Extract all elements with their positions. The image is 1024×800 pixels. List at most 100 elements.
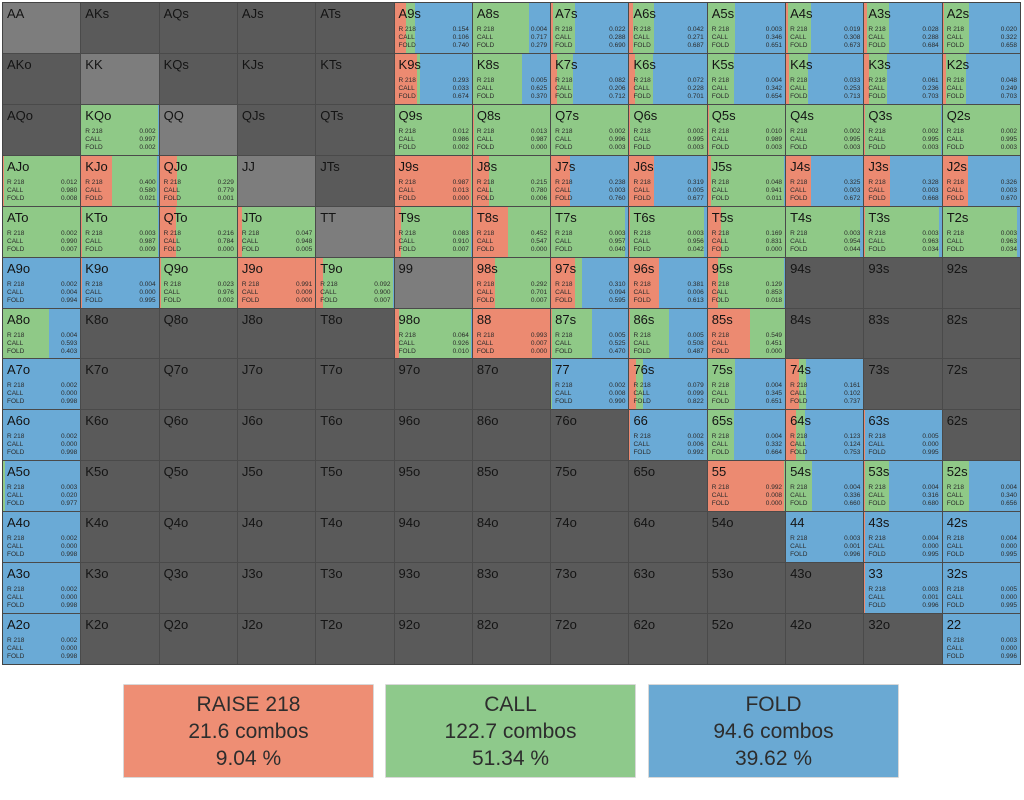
hand-cell-95s[interactable]: 95s R 218 0.129 CALL 0.853 FOLD 0.018: [707, 257, 786, 308]
hand-cell-T5o[interactable]: T5o: [316, 461, 394, 512]
hand-cell-T4s[interactable]: T4s R 218 0.003 CALL 0.954 FOLD 0.044: [786, 206, 864, 257]
hand-cell-K9s[interactable]: K9s R 218 0.293 CALL 0.033 FOLD 0.674: [394, 53, 472, 104]
hand-cell-73o[interactable]: 73o: [551, 563, 629, 614]
hand-cell-72o[interactable]: 72o: [551, 614, 629, 664]
hand-cell-84o[interactable]: 84o: [472, 512, 551, 563]
hand-cell-63o[interactable]: 63o: [629, 563, 707, 614]
hand-cell-J5s[interactable]: J5s R 218 0.048 CALL 0.941 FOLD 0.011: [707, 155, 786, 206]
hand-cell-53o[interactable]: 53o: [707, 563, 786, 614]
hand-cell-A6s[interactable]: A6s R 218 0.042 CALL 0.271 FOLD 0.687: [629, 3, 707, 53]
hand-cell-62s[interactable]: 62s: [942, 410, 1020, 461]
hand-cell-52s[interactable]: 52s R 218 0.004 CALL 0.340 FOLD 0.656: [942, 461, 1020, 512]
hand-cell-J5o[interactable]: J5o: [237, 461, 316, 512]
hand-cell-T6s[interactable]: T6s R 218 0.003 CALL 0.956 FOLD 0.042: [629, 206, 707, 257]
hand-cell-A6o[interactable]: A6o R 218 0.002 CALL 0.000 FOLD 0.998: [3, 410, 81, 461]
hand-cell-Q9o[interactable]: Q9o R 218 0.023 CALL 0.976 FOLD 0.002: [159, 257, 237, 308]
hand-cell-K6o[interactable]: K6o: [81, 410, 159, 461]
hand-cell-63s[interactable]: 63s R 218 0.005 CALL 0.000 FOLD 0.995: [864, 410, 942, 461]
hand-cell-66[interactable]: 66 R 218 0.002 CALL 0.006 FOLD 0.992: [629, 410, 707, 461]
hand-cell-42s[interactable]: 42s R 218 0.004 CALL 0.000 FOLD 0.995: [942, 512, 1020, 563]
hand-cell-97s[interactable]: 97s R 218 0.310 CALL 0.094 FOLD 0.595: [551, 257, 629, 308]
hand-cell-A8s[interactable]: A8s R 218 0.004 CALL 0.717 FOLD 0.279: [472, 3, 551, 53]
hand-cell-Q6s[interactable]: Q6s R 218 0.002 CALL 0.995 FOLD 0.003: [629, 104, 707, 155]
hand-cell-T4o[interactable]: T4o: [316, 512, 394, 563]
hand-cell-K3o[interactable]: K3o: [81, 563, 159, 614]
hand-cell-32s[interactable]: 32s R 218 0.005 CALL 0.000 FOLD 0.995: [942, 563, 1020, 614]
hand-cell-A3s[interactable]: A3s R 218 0.028 CALL 0.288 FOLD 0.684: [864, 3, 942, 53]
hand-cell-55[interactable]: 55 R 218 0.992 CALL 0.008 FOLD 0.000: [707, 461, 786, 512]
hand-cell-A5s[interactable]: A5s R 218 0.003 CALL 0.346 FOLD 0.651: [707, 3, 786, 53]
hand-cell-AQs[interactable]: AQs: [159, 3, 237, 53]
hand-cell-K7s[interactable]: K7s R 218 0.082 CALL 0.206 FOLD 0.712: [551, 53, 629, 104]
hand-cell-K8s[interactable]: K8s R 218 0.005 CALL 0.625 FOLD 0.370: [472, 53, 551, 104]
hand-cell-J7s[interactable]: J7s R 218 0.238 CALL 0.003 FOLD 0.760: [551, 155, 629, 206]
hand-cell-A2o[interactable]: A2o R 218 0.002 CALL 0.000 FOLD 0.998: [3, 614, 81, 664]
hand-cell-K5o[interactable]: K5o: [81, 461, 159, 512]
hand-cell-K3s[interactable]: K3s R 218 0.061 CALL 0.236 FOLD 0.703: [864, 53, 942, 104]
hand-cell-52o[interactable]: 52o: [707, 614, 786, 664]
hand-cell-AJo[interactable]: AJo R 218 0.012 CALL 0.980 FOLD 0.008: [3, 155, 81, 206]
hand-cell-Q8o[interactable]: Q8o: [159, 308, 237, 359]
hand-cell-Q5o[interactable]: Q5o: [159, 461, 237, 512]
hand-cell-98s[interactable]: 98s R 218 0.292 CALL 0.701 FOLD 0.007: [472, 257, 551, 308]
hand-cell-73s[interactable]: 73s: [864, 359, 942, 410]
hand-cell-62o[interactable]: 62o: [629, 614, 707, 664]
hand-cell-QTo[interactable]: QTo R 218 0.216 CALL 0.784 FOLD 0.000: [159, 206, 237, 257]
hand-cell-A3o[interactable]: A3o R 218 0.002 CALL 0.000 FOLD 0.998: [3, 563, 81, 614]
hand-cell-Q3o[interactable]: Q3o: [159, 563, 237, 614]
hand-cell-43s[interactable]: 43s R 218 0.004 CALL 0.000 FOLD 0.995: [864, 512, 942, 563]
hand-cell-T2s[interactable]: T2s R 218 0.003 CALL 0.963 FOLD 0.034: [942, 206, 1020, 257]
hand-cell-95o[interactable]: 95o: [394, 461, 472, 512]
hand-cell-92s[interactable]: 92s: [942, 257, 1020, 308]
hand-cell-74s[interactable]: 74s R 218 0.161 CALL 0.102 FOLD 0.737: [786, 359, 864, 410]
hand-cell-AQo[interactable]: AQo: [3, 104, 81, 155]
hand-cell-Q2s[interactable]: Q2s R 218 0.002 CALL 0.995 FOLD 0.003: [942, 104, 1020, 155]
hand-cell-Q7s[interactable]: Q7s R 218 0.002 CALL 0.996 FOLD 0.003: [551, 104, 629, 155]
hand-cell-75s[interactable]: 75s R 218 0.004 CALL 0.345 FOLD 0.651: [707, 359, 786, 410]
hand-cell-AA[interactable]: AA: [3, 3, 81, 53]
hand-cell-T7s[interactable]: T7s R 218 0.003 CALL 0.957 FOLD 0.040: [551, 206, 629, 257]
hand-cell-94s[interactable]: 94s: [786, 257, 864, 308]
hand-cell-K9o[interactable]: K9o R 218 0.004 CALL 0.000 FOLD 0.995: [81, 257, 159, 308]
hand-cell-J2s[interactable]: J2s R 218 0.326 CALL 0.003 FOLD 0.670: [942, 155, 1020, 206]
hand-cell-J6s[interactable]: J6s R 218 0.319 CALL 0.005 FOLD 0.677: [629, 155, 707, 206]
call-summary-box[interactable]: CALL 122.7 combos 51.34 %: [385, 684, 636, 778]
hand-cell-88[interactable]: 88 R 218 0.993 CALL 0.007 FOLD 0.000: [472, 308, 551, 359]
hand-cell-QJo[interactable]: QJo R 218 0.229 CALL 0.779 FOLD 0.001: [159, 155, 237, 206]
hand-cell-82o[interactable]: 82o: [472, 614, 551, 664]
hand-cell-JTs[interactable]: JTs: [316, 155, 394, 206]
hand-cell-Q8s[interactable]: Q8s R 218 0.013 CALL 0.987 FOLD 0.000: [472, 104, 551, 155]
hand-cell-Q3s[interactable]: Q3s R 218 0.002 CALL 0.995 FOLD 0.003: [864, 104, 942, 155]
hand-cell-KQs[interactable]: KQs: [159, 53, 237, 104]
hand-cell-85s[interactable]: 85s R 218 0.549 CALL 0.451 FOLD 0.000: [707, 308, 786, 359]
hand-cell-T9s[interactable]: T9s R 218 0.083 CALL 0.910 FOLD 0.007: [394, 206, 472, 257]
hand-cell-QQ[interactable]: QQ: [159, 104, 237, 155]
hand-cell-J7o[interactable]: J7o: [237, 359, 316, 410]
hand-cell-KJo[interactable]: KJo R 218 0.400 CALL 0.580 FOLD 0.021: [81, 155, 159, 206]
hand-cell-72s[interactable]: 72s: [942, 359, 1020, 410]
hand-cell-J4s[interactable]: J4s R 218 0.325 CALL 0.003 FOLD 0.672: [786, 155, 864, 206]
hand-cell-K7o[interactable]: K7o: [81, 359, 159, 410]
hand-cell-65o[interactable]: 65o: [629, 461, 707, 512]
hand-cell-K2s[interactable]: K2s R 218 0.048 CALL 0.249 FOLD 0.703: [942, 53, 1020, 104]
hand-cell-KJs[interactable]: KJs: [237, 53, 316, 104]
hand-cell-54o[interactable]: 54o: [707, 512, 786, 563]
hand-cell-93o[interactable]: 93o: [394, 563, 472, 614]
hand-cell-A5o[interactable]: A5o R 218 0.003 CALL 0.020 FOLD 0.977: [3, 461, 81, 512]
hand-cell-92o[interactable]: 92o: [394, 614, 472, 664]
hand-cell-T2o[interactable]: T2o: [316, 614, 394, 664]
hand-cell-A9s[interactable]: A9s R 218 0.154 CALL 0.106 FOLD 0.740: [394, 3, 472, 53]
hand-cell-83s[interactable]: 83s: [864, 308, 942, 359]
hand-cell-83o[interactable]: 83o: [472, 563, 551, 614]
hand-cell-22[interactable]: 22 R 218 0.003 CALL 0.000 FOLD 0.996: [942, 614, 1020, 664]
hand-cell-J8o[interactable]: J8o: [237, 308, 316, 359]
hand-cell-A9o[interactable]: A9o R 218 0.002 CALL 0.004 FOLD 0.994: [3, 257, 81, 308]
hand-cell-77[interactable]: 77 R 218 0.002 CALL 0.008 FOLD 0.990: [551, 359, 629, 410]
hand-cell-32o[interactable]: 32o: [864, 614, 942, 664]
hand-cell-74o[interactable]: 74o: [551, 512, 629, 563]
hand-cell-K5s[interactable]: K5s R 218 0.004 CALL 0.342 FOLD 0.654: [707, 53, 786, 104]
hand-cell-96o[interactable]: 96o: [394, 410, 472, 461]
hand-cell-87s[interactable]: 87s R 218 0.005 CALL 0.525 FOLD 0.470: [551, 308, 629, 359]
hand-cell-T6o[interactable]: T6o: [316, 410, 394, 461]
hand-cell-54s[interactable]: 54s R 218 0.004 CALL 0.336 FOLD 0.660: [786, 461, 864, 512]
